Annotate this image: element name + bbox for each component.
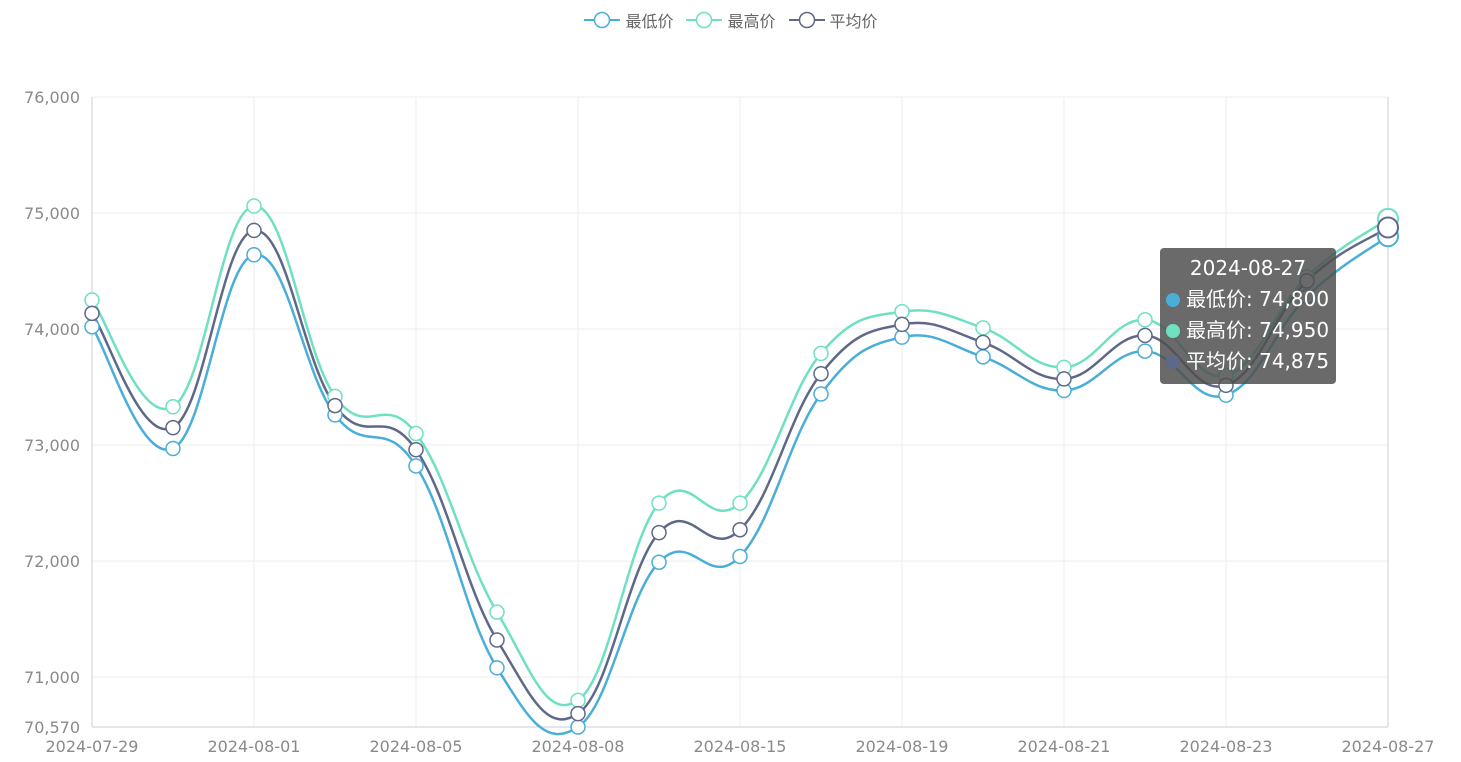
data-point [975,334,991,351]
data-point [732,495,748,511]
legend-item-1[interactable]: 最高价 [685,8,776,32]
legend-label: 最高价 [727,12,776,31]
data-point [651,495,667,511]
y-tick-label: 72,000 [24,552,80,571]
y-tick-label: 76,000 [24,88,80,107]
y-tick-label: 74,000 [24,320,80,339]
data-point [570,705,586,722]
data-point [489,604,505,620]
data-point [894,316,910,333]
tooltip-label-high: 最高价: 74,950 [1186,318,1330,342]
data-point [975,320,991,336]
data-point [246,198,262,214]
data-point [327,397,343,414]
data-point [813,345,829,362]
legend-marker-icon [686,11,723,29]
chart-legend: 最低价 最高价 平均价 [0,8,1461,34]
tooltip-label-low: 最低价: 74,800 [1186,287,1330,311]
data-point [570,719,586,735]
x-tick-label: 2024-08-23 [1180,737,1273,756]
tooltip-row-avg: 平均价: 74,875 [1166,346,1330,377]
data-point [489,660,505,676]
data-point [84,305,100,322]
data-point [246,222,262,239]
data-point [489,632,505,648]
tick-labels: 70,570 71,000 72,000 73,000 74,000 75,000 76,0… [24,88,1434,756]
legend-marker-icon [788,11,825,29]
data-point [84,292,100,308]
data-point [408,458,424,474]
data-point [570,692,586,709]
data-point [1137,327,1153,344]
data-point [1137,312,1153,328]
data-point [732,522,748,538]
tooltip-row-low: 最低价: 74,800 [1166,284,1330,315]
data-point [165,419,181,436]
data-point [165,440,181,457]
x-tick-label: 2024-08-08 [532,737,625,756]
data-point [813,365,829,382]
x-tick-label: 2024-08-15 [694,737,787,756]
y-tick-label: 75,000 [24,204,80,223]
data-point [246,247,262,263]
legend-item-0[interactable]: 最低价 [583,8,673,32]
data-point [1377,216,1399,239]
x-tick-label: 2024-08-05 [370,737,463,756]
y-tick-label: 70,570 [24,718,80,737]
data-point [813,386,829,402]
x-tick-label: 2024-07-29 [46,737,139,756]
chart-tooltip: 2024-08-27 最低价: 74,800 最高价: 74,950 平均价: … [1160,248,1336,384]
data-point [84,318,100,335]
y-tick-label: 71,000 [24,668,80,687]
tooltip-title: 2024-08-27 [1189,256,1307,280]
data-point [1056,371,1072,387]
data-point [1137,343,1153,359]
data-point [651,524,667,541]
legend-label: 平均价 [829,12,878,31]
tooltip-label-avg: 平均价: 74,875 [1186,349,1330,373]
x-tick-label: 2024-08-01 [208,737,301,756]
data-point [651,554,667,570]
grid [91,96,1389,728]
legend-item-2[interactable]: 平均价 [788,8,878,32]
data-point [732,548,748,565]
data-point [165,399,181,415]
x-tick-label: 2024-08-19 [856,737,949,756]
x-tick-label: 2024-08-27 [1342,737,1435,756]
tooltip-row-high: 最高价: 74,950 [1166,315,1330,346]
tooltip-dot-low [1166,292,1180,307]
data-point [975,349,991,365]
tooltip-dot-avg [1166,354,1180,369]
data-point [408,441,424,458]
data-point [894,329,910,345]
data-point [408,425,424,442]
legend-marker-icon [584,11,621,29]
y-tick-label: 73,000 [24,436,80,455]
x-tick-label: 2024-08-21 [1018,737,1111,756]
tooltip-dot-high [1166,323,1180,338]
legend-label: 最低价 [625,12,674,31]
data-point [894,303,910,320]
axes [91,97,1389,728]
